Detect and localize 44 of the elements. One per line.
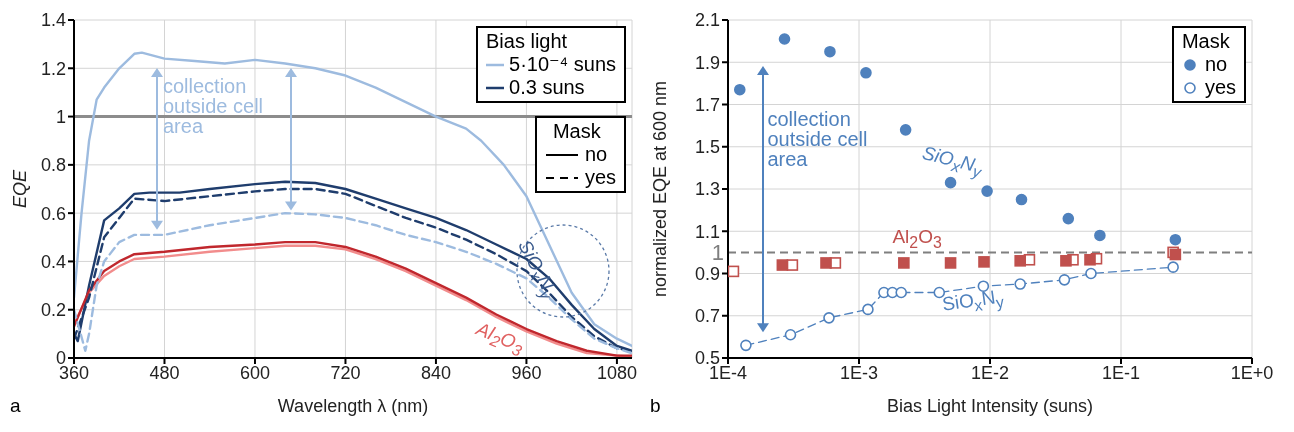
legend-label: 0.3 suns <box>509 76 585 99</box>
x-axis-title: Wavelength λ (nm) <box>277 396 429 416</box>
legend-title: Mask <box>1181 30 1230 52</box>
y-tick-label: 0.2 <box>40 300 66 321</box>
y-tick-label: 0.7 <box>694 306 720 327</box>
legend-label: yes <box>1204 76 1236 99</box>
text: b <box>650 395 661 416</box>
y-tick-label: 1.7 <box>694 94 720 115</box>
x-tick-label: 1E-2 <box>970 362 1010 383</box>
x-tick-label: 1E-1 <box>1101 362 1141 383</box>
y-tick-label: 0.9 <box>694 263 720 284</box>
x-tick-label: 600 <box>239 362 270 383</box>
y-axis-title: normalized EQE at 600 nm <box>650 80 670 298</box>
x-tick-label: 840 <box>420 362 451 383</box>
y-tick-label: 1.2 <box>40 58 66 79</box>
y-tick-label: 1.3 <box>694 179 720 200</box>
annotation: collection outside cell area <box>767 107 868 170</box>
y-tick-label: 1.4 <box>40 10 66 31</box>
text: a <box>10 395 21 416</box>
x-tick-label: 960 <box>511 362 542 383</box>
x-tick-label: 720 <box>330 362 361 383</box>
x-tick-label: 1080 <box>596 362 637 383</box>
x-tick-label: 480 <box>149 362 180 383</box>
line-series <box>74 211 632 355</box>
annotation: yes <box>584 166 616 189</box>
legend-label: 5·10⁻⁴ suns <box>509 53 616 76</box>
annotation: Mask <box>552 120 601 142</box>
y-tick-label: 1 <box>55 106 66 127</box>
x-tick-label: 1E-3 <box>839 362 879 383</box>
y-tick-label: 1.9 <box>694 52 720 73</box>
annotation: collection outside cell area <box>162 74 264 137</box>
y-tick-label: 0.6 <box>40 203 66 224</box>
y-tick-label: 1.5 <box>694 137 720 158</box>
y-axis-title: EQE <box>10 169 30 209</box>
y-tick-label: 0.4 <box>40 251 66 272</box>
y-tick-label: 1.1 <box>694 221 720 242</box>
y-tick-label: 0.8 <box>40 155 66 176</box>
x-tick-label: 1E+0 <box>1230 362 1274 383</box>
annotation: Al$_{2}$O$_{3}$ <box>892 226 942 251</box>
legend-title: Bias light <box>486 30 568 52</box>
annotation: no <box>584 143 608 166</box>
x-axis-title: Bias Light Intensity (suns) <box>886 396 1094 416</box>
y-tick-label: 2.1 <box>694 10 720 31</box>
legend-label: no <box>1204 53 1228 76</box>
